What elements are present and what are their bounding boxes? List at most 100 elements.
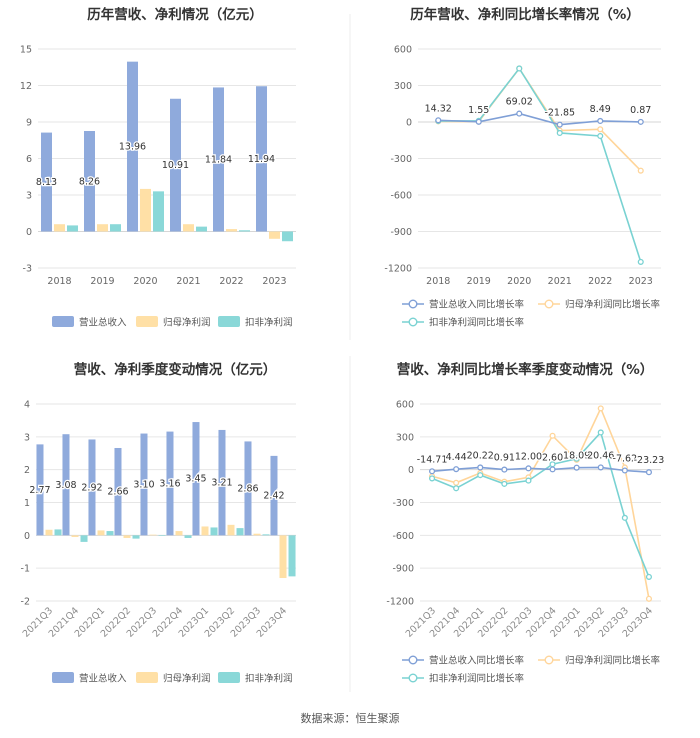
- data-label: 10.91: [162, 160, 189, 171]
- data-source-note: 数据来源：恒生聚源: [301, 711, 400, 725]
- y-tick-label: 0: [24, 531, 30, 542]
- y-tick-label: -1200: [386, 597, 414, 608]
- bar: [236, 528, 244, 536]
- bar: [149, 534, 157, 536]
- series-point: [621, 467, 628, 474]
- data-label: 13.96: [119, 142, 146, 153]
- x-tick-label: 2019: [90, 276, 114, 287]
- series-point: [597, 464, 604, 471]
- legend-label: 归母净利润: [163, 317, 211, 329]
- data-label: 4.44: [446, 452, 467, 463]
- series-point: [475, 118, 482, 125]
- data-label: 8.49: [590, 104, 611, 115]
- bar: [84, 131, 95, 232]
- legend-marker: [544, 299, 554, 309]
- series-point: [477, 472, 484, 479]
- y-tick-label: 300: [394, 81, 412, 92]
- series-point: [428, 475, 436, 482]
- legend-label: 营业总收入: [79, 673, 127, 685]
- x-tick-label: 2019: [467, 276, 491, 287]
- y-tick-label: -900: [392, 564, 414, 575]
- data-label: 3.21: [211, 478, 232, 489]
- data-label: 8.26: [79, 176, 100, 187]
- legend-label: 扣非净利润同比增长率: [429, 673, 525, 685]
- series-point: [453, 466, 460, 473]
- legend-swatch: [136, 316, 158, 327]
- y-tick-label: 1: [24, 498, 30, 509]
- legend-label: 扣非净利润同比增长率: [429, 317, 525, 329]
- series-point: [597, 117, 604, 125]
- series-line: [438, 112, 641, 126]
- quarterly-growth-chart: 营收、净利同比增长率季度变动情况（%） -1200 -900 -600 -300 0 300…: [386, 361, 665, 685]
- series-line: [438, 67, 642, 263]
- legend-marker: [544, 655, 554, 665]
- x-tick-label: 2023: [629, 276, 653, 287]
- y-tick-label: 600: [394, 45, 412, 56]
- data-label: 1.55: [468, 105, 489, 116]
- legend-label: 营业总收入同比增长率: [429, 655, 525, 667]
- y-tick-label: 3: [24, 432, 30, 443]
- series-point: [645, 573, 652, 580]
- x-tick-label: 2022: [588, 276, 612, 287]
- x-tick-label: 2020: [133, 276, 157, 287]
- bar: [140, 433, 148, 536]
- data-label: -21.85: [544, 108, 575, 119]
- series-point: [637, 258, 644, 265]
- bar: [279, 535, 287, 579]
- series-point: [501, 480, 508, 487]
- series-line: [431, 466, 650, 474]
- series-point: [597, 132, 604, 140]
- bar: [282, 231, 293, 242]
- bar: [54, 224, 65, 232]
- data-label: 11.84: [205, 154, 232, 165]
- bar: [71, 535, 79, 537]
- legend-swatch: [52, 672, 74, 683]
- series-point: [556, 129, 563, 137]
- annual-amount-chart: 历年营收、净利情况（亿元） -3 0 3 6 9 12 15 2018 2019 2020 2021 2…: [20, 6, 296, 329]
- series-point: [637, 118, 644, 125]
- series-point: [525, 477, 532, 484]
- bar: [210, 527, 218, 536]
- data-label: 12.00: [515, 451, 542, 462]
- series-line: [431, 406, 650, 599]
- bar: [67, 225, 78, 232]
- data-label: 3.10: [133, 479, 154, 490]
- data-label: 3.08: [55, 480, 76, 491]
- y-tick-label: -900: [390, 227, 412, 238]
- chart-title: 历年营收、净利情况（亿元）: [87, 6, 263, 23]
- series-point: [597, 405, 604, 412]
- series-point: [453, 479, 460, 486]
- data-label: 20.22: [467, 450, 494, 461]
- legend-label: 归母净利润: [163, 673, 211, 685]
- legend-marker: [408, 317, 418, 327]
- bar: [158, 535, 166, 536]
- bar: [41, 132, 52, 232]
- bar: [127, 61, 138, 232]
- data-label: 2.92: [81, 482, 102, 493]
- data-label: 2.77: [29, 485, 50, 496]
- data-label: 3.45: [185, 474, 206, 485]
- series-point: [453, 485, 460, 492]
- bar: [132, 535, 140, 539]
- bar: [253, 533, 261, 536]
- chart-title: 历年营收、净利同比增长率情况（%）: [410, 6, 640, 23]
- series-point: [525, 465, 532, 472]
- data-label: 0.87: [630, 105, 651, 116]
- bar: [201, 526, 209, 536]
- bar: [45, 529, 53, 536]
- series-point: [435, 117, 442, 124]
- bar: [97, 224, 108, 232]
- y-tick-label: -1200: [384, 264, 412, 275]
- data-label: 0.91: [494, 453, 515, 464]
- series-point: [573, 464, 580, 471]
- data-label: 3.16: [159, 478, 180, 489]
- bar: [227, 524, 235, 536]
- quarterly-amount-chart: 营收、净利季度变动情况（亿元）-2-1012342021Q32021Q42022…: [21, 361, 296, 685]
- legend-label: 归母净利润同比增长率: [565, 655, 661, 667]
- bar: [110, 224, 121, 232]
- bar: [36, 444, 44, 536]
- bar: [97, 530, 105, 536]
- data-label: 2.60: [542, 452, 563, 463]
- series-point: [428, 468, 436, 475]
